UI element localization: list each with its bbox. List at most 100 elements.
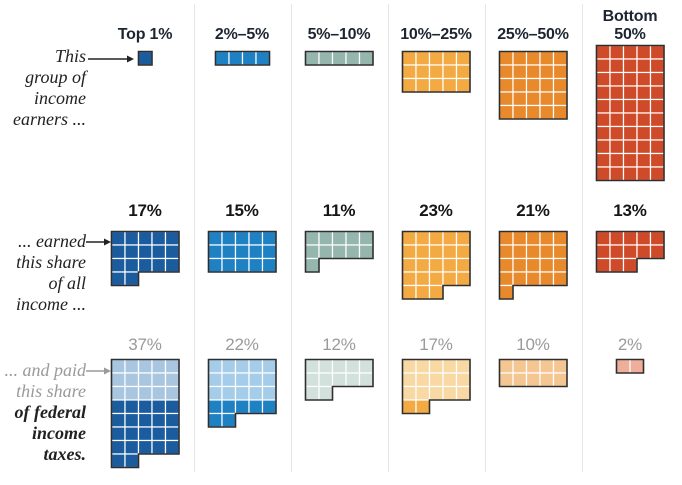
- waffle-cell: [552, 64, 568, 80]
- waffle-cell: [124, 439, 139, 455]
- tax-share-value: 2%: [617, 335, 643, 354]
- waffle-cell: [649, 98, 665, 114]
- waffle-cell: [248, 372, 263, 388]
- waffle-cell: [345, 358, 360, 374]
- waffle-cell: [609, 125, 624, 141]
- waffle-cell: [512, 50, 527, 66]
- waffle-cell: [254, 50, 270, 66]
- waffle-cell: [595, 85, 611, 101]
- waffle-cell: [221, 244, 236, 260]
- group-size-block: [401, 50, 471, 93]
- waffle-cell: [525, 50, 541, 66]
- waffle-cell: [221, 257, 236, 273]
- waffle-cell: [318, 385, 333, 401]
- waffle-cell: [512, 230, 527, 246]
- waffle-cell: [261, 230, 277, 246]
- waffle-cell: [498, 284, 514, 300]
- label-line: this share: [16, 252, 86, 272]
- waffle-cell: [636, 125, 651, 141]
- column-header: 10%–25%: [400, 26, 472, 44]
- tax-share-block: [401, 358, 471, 415]
- waffle-cell: [525, 77, 541, 93]
- column-header: 2%–5%: [214, 26, 270, 44]
- waffle-cell: [595, 230, 611, 246]
- waffle-cell: [512, 358, 527, 374]
- column-header: 25%–50%: [497, 26, 569, 44]
- waffle-outline: [498, 230, 568, 300]
- waffle-cell: [214, 50, 230, 66]
- waffle-cell: [428, 372, 444, 388]
- waffle-cell: [512, 244, 527, 260]
- waffle-cell: [110, 399, 126, 415]
- waffle-cell: [428, 230, 444, 246]
- waffle-cell: [552, 230, 568, 246]
- waffle-cell: [442, 77, 457, 93]
- waffle-outline: [304, 358, 374, 401]
- waffle-cell: [234, 257, 250, 273]
- waffle-cell: [525, 64, 541, 80]
- waffle-cell: [609, 44, 624, 60]
- waffle-cell: [345, 50, 360, 66]
- tax-share-value: 17%: [419, 335, 453, 354]
- waffle-cell: [110, 257, 126, 273]
- waffle-cell: [622, 152, 638, 168]
- waffle-outline: [595, 230, 665, 273]
- income-share-block: [498, 230, 568, 300]
- waffle-cell: [207, 257, 223, 273]
- waffle-cell: [595, 98, 611, 114]
- waffle-cell: [609, 85, 624, 101]
- waffle-cell: [151, 399, 166, 415]
- waffle-cell: [622, 125, 638, 141]
- waffle-cell: [331, 230, 347, 246]
- waffle-cell: [442, 358, 457, 374]
- waffle-cell: [539, 271, 554, 287]
- waffle-cell: [498, 230, 514, 246]
- waffle-cell: [415, 50, 430, 66]
- waffle-cell: [304, 244, 320, 260]
- waffle-cell: [428, 284, 444, 300]
- waffle-cell: [455, 372, 471, 388]
- waffle-cell: [539, 244, 554, 260]
- column-header: Bottom 50%: [602, 8, 658, 44]
- waffle-cell: [415, 230, 430, 246]
- waffle-cell: [110, 372, 126, 388]
- waffle-cell: [164, 439, 180, 455]
- waffle-cell: [609, 58, 624, 74]
- waffle-cell: [248, 385, 263, 401]
- waffle-cell: [241, 50, 257, 66]
- waffle-cell: [318, 358, 333, 374]
- waffle-cell: [401, 271, 417, 287]
- waffle-cell: [110, 230, 126, 246]
- waffle-cell: [595, 139, 611, 155]
- waffle-cell: [552, 271, 568, 287]
- waffle-cell: [609, 98, 624, 114]
- label-line: income: [32, 423, 86, 443]
- tax-share-value: 22%: [225, 335, 259, 354]
- waffle-cell: [137, 439, 153, 455]
- waffle-outline: [615, 358, 645, 374]
- income-share-block: [304, 230, 374, 273]
- row-label-earners: This group of income earners ...: [0, 46, 86, 130]
- waffle-cell: [649, 230, 665, 246]
- waffle-cell: [498, 77, 514, 93]
- waffle-cell: [525, 271, 541, 287]
- waffle-cell: [151, 372, 166, 388]
- waffle-cell: [649, 71, 665, 87]
- waffle-cell: [248, 399, 263, 415]
- waffle-cell: [636, 98, 651, 114]
- waffle-cell: [137, 50, 153, 66]
- waffle-cell: [609, 152, 624, 168]
- waffle-cell: [455, 50, 471, 66]
- waffle-cell: [124, 399, 139, 415]
- waffle-outline: [401, 230, 471, 300]
- waffle-cell: [442, 372, 457, 388]
- waffle-cell: [124, 385, 139, 401]
- waffle-cell: [622, 244, 638, 260]
- waffle-cell: [137, 385, 153, 401]
- waffle-outline: [137, 50, 153, 66]
- waffle-cell: [595, 58, 611, 74]
- waffle-cell: [124, 244, 139, 260]
- waffle-outline: [498, 358, 568, 388]
- waffle-cell: [622, 230, 638, 246]
- waffle-cell: [164, 230, 180, 246]
